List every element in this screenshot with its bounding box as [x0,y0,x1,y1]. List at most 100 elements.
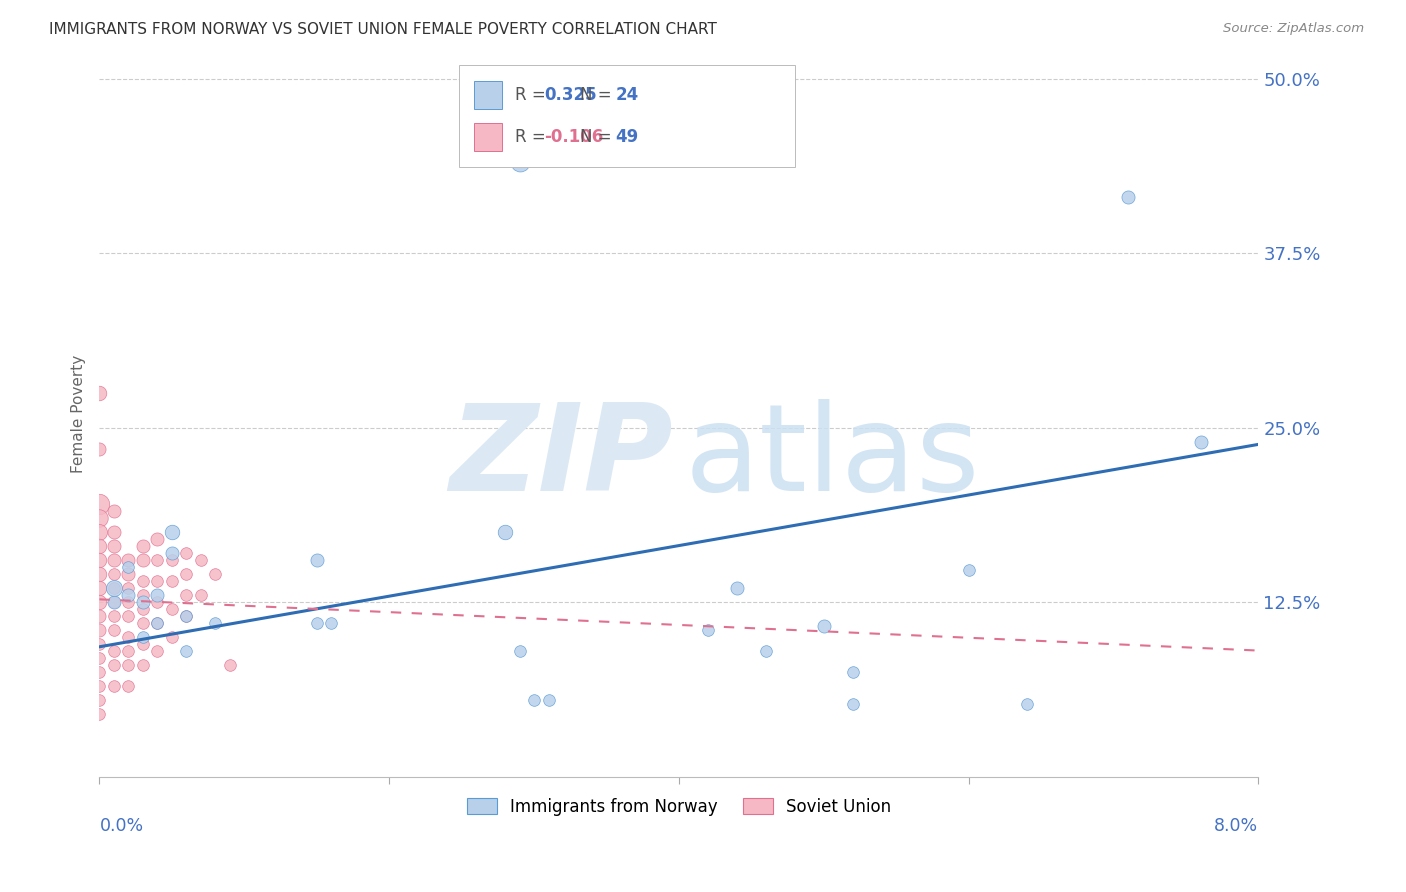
Point [146,574,169,589]
Point [117,657,139,672]
Text: 49: 49 [616,128,638,145]
Point [103,525,125,540]
Point [160,553,183,567]
Point [1015,697,1038,711]
Point [89,497,111,511]
Point [1189,434,1212,449]
Point [89,553,111,567]
Point [146,615,169,630]
Point [89,679,111,693]
Point [89,595,111,609]
Point [117,609,139,624]
Point [146,595,169,609]
Point [103,504,125,518]
Legend: Immigrants from Norway, Soviet Union: Immigrants from Norway, Soviet Union [460,791,898,822]
Point [117,630,139,644]
Point [160,525,183,540]
Point [509,644,531,658]
Point [146,644,169,658]
Text: R =: R = [515,87,546,104]
Point [132,574,155,589]
Point [725,581,748,595]
Point [190,588,212,602]
Text: N =: N = [579,87,612,104]
Point [89,581,111,595]
Point [305,553,328,567]
Point [89,623,111,637]
Point [321,615,343,630]
Text: ZIP: ZIP [450,399,673,516]
Point [89,567,111,582]
Point [755,644,778,658]
Point [132,553,155,567]
Point [176,644,198,658]
Point [117,553,139,567]
Text: 0.325: 0.325 [544,87,596,104]
Point [117,560,139,574]
Point [89,693,111,707]
Text: atlas: atlas [685,399,980,516]
Point [89,706,111,721]
Point [132,657,155,672]
Point [218,657,240,672]
Point [132,637,155,651]
Point [842,665,865,679]
Point [697,623,720,637]
Point [146,553,169,567]
Point [103,679,125,693]
Point [132,588,155,602]
Point [494,525,516,540]
Point [89,539,111,553]
Text: IMMIGRANTS FROM NORWAY VS SOVIET UNION FEMALE POVERTY CORRELATION CHART: IMMIGRANTS FROM NORWAY VS SOVIET UNION F… [49,22,717,37]
Point [103,644,125,658]
Point [160,602,183,616]
Point [103,609,125,624]
Text: -0.106: -0.106 [544,128,603,145]
Point [117,595,139,609]
Point [89,637,111,651]
Point [813,619,835,633]
Point [160,630,183,644]
Point [117,581,139,595]
Text: Source: ZipAtlas.com: Source: ZipAtlas.com [1223,22,1364,36]
Point [132,539,155,553]
Point [89,651,111,665]
Point [103,595,125,609]
Point [103,623,125,637]
Point [204,567,226,582]
Point [160,546,183,560]
Point [89,385,111,400]
Point [176,609,198,624]
Point [176,588,198,602]
Point [89,609,111,624]
Point [89,511,111,525]
Bar [474,81,502,110]
Point [1116,190,1139,204]
Point [132,615,155,630]
Text: N =: N = [579,128,612,145]
Point [117,644,139,658]
Point [132,595,155,609]
Y-axis label: Female Poverty: Female Poverty [72,354,86,473]
Point [176,546,198,560]
Point [146,588,169,602]
Point [146,615,169,630]
Point [132,602,155,616]
Point [204,615,226,630]
Point [103,595,125,609]
Point [103,567,125,582]
Point [160,574,183,589]
Point [537,693,560,707]
Text: 8.0%: 8.0% [1215,816,1258,835]
Point [176,609,198,624]
Point [103,581,125,595]
Bar [474,122,502,151]
Point [509,155,531,169]
Point [103,539,125,553]
Text: 0.0%: 0.0% [100,816,143,835]
Point [89,442,111,456]
Point [103,581,125,595]
Point [117,588,139,602]
Point [523,693,546,707]
Point [190,553,212,567]
